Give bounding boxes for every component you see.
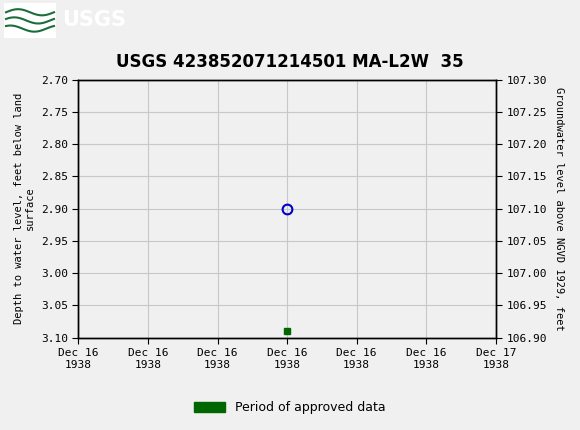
Text: USGS: USGS (62, 10, 126, 31)
Text: USGS 423852071214501 MA-L2W  35: USGS 423852071214501 MA-L2W 35 (116, 53, 464, 71)
Bar (4, 3, 56, 38)
Y-axis label: Groundwater level above NGVD 1929, feet: Groundwater level above NGVD 1929, feet (554, 87, 564, 330)
Legend: Period of approved data: Period of approved data (189, 396, 391, 419)
Y-axis label: Depth to water level, feet below land
surface: Depth to water level, feet below land su… (14, 93, 35, 324)
